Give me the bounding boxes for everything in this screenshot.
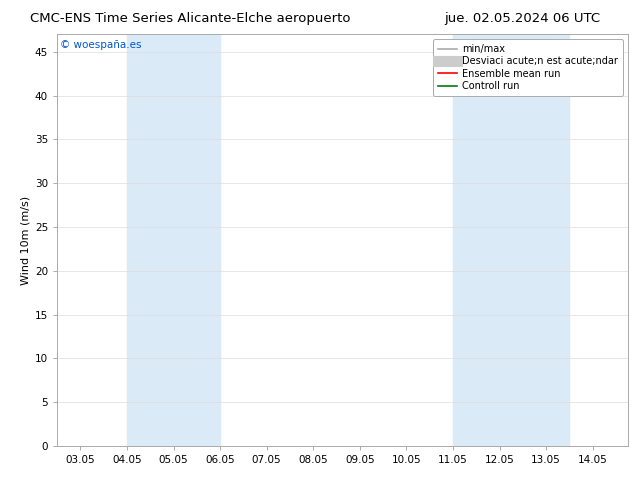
Text: © woespaña.es: © woespaña.es [60, 41, 141, 50]
Y-axis label: Wind 10m (m/s): Wind 10m (m/s) [21, 196, 30, 285]
Text: jue. 02.05.2024 06 UTC: jue. 02.05.2024 06 UTC [444, 12, 600, 25]
Text: CMC-ENS Time Series Alicante-Elche aeropuerto: CMC-ENS Time Series Alicante-Elche aerop… [30, 12, 351, 25]
Legend: min/max, Desviaci acute;n est acute;ndar, Ensemble mean run, Controll run: min/max, Desviaci acute;n est acute;ndar… [433, 39, 623, 96]
Bar [453, 34, 569, 446]
Bar [127, 34, 220, 446]
